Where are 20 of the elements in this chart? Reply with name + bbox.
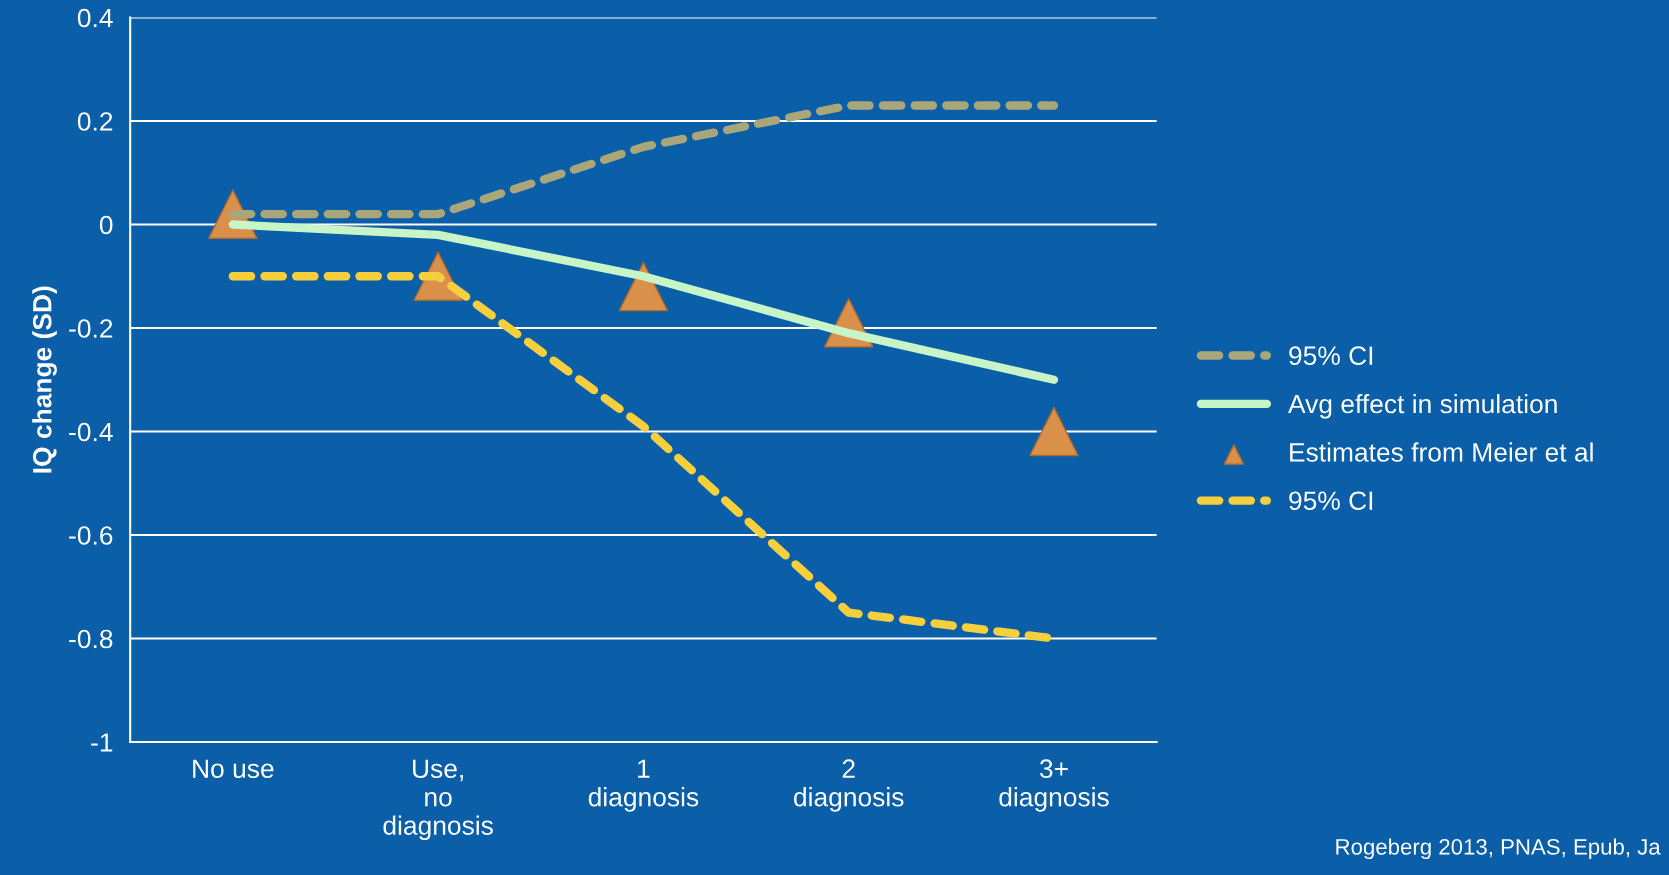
y-tick-label: -0.4: [69, 422, 113, 442]
y-axis-title: IQ change (SD): [32, 286, 57, 473]
legend-label: 95% CI: [1289, 491, 1373, 511]
text: Rogeberg 2013, PNAS, Epub, Ja: [1336, 838, 1661, 860]
legend-label: Estimates from Meier et al: [1290, 442, 1593, 462]
x-tick-label: No use: [193, 759, 274, 779]
x-tick-label: 3+ diagnosis: [999, 759, 1109, 812]
y-tick-label: 0.4: [77, 8, 113, 28]
x-tick-label: Use, no diagnosis: [383, 759, 493, 841]
y-tick-label: -0.6: [69, 526, 113, 545]
y-tick-label: -0.8: [69, 629, 113, 649]
y-tick-label: 0.2: [77, 112, 113, 131]
y-tick-label: 0: [99, 215, 113, 235]
y-tick-label: -1: [91, 733, 113, 752]
x-tick-label: 1 diagnosis: [588, 759, 699, 812]
legend-label: Avg effect in simulation: [1288, 393, 1557, 419]
point: [1029, 406, 1079, 457]
y-tick-label: -0.2: [69, 319, 113, 338]
legend-label: 95% CI: [1289, 346, 1373, 366]
x-tick-label: 2 diagnosis: [794, 759, 904, 812]
